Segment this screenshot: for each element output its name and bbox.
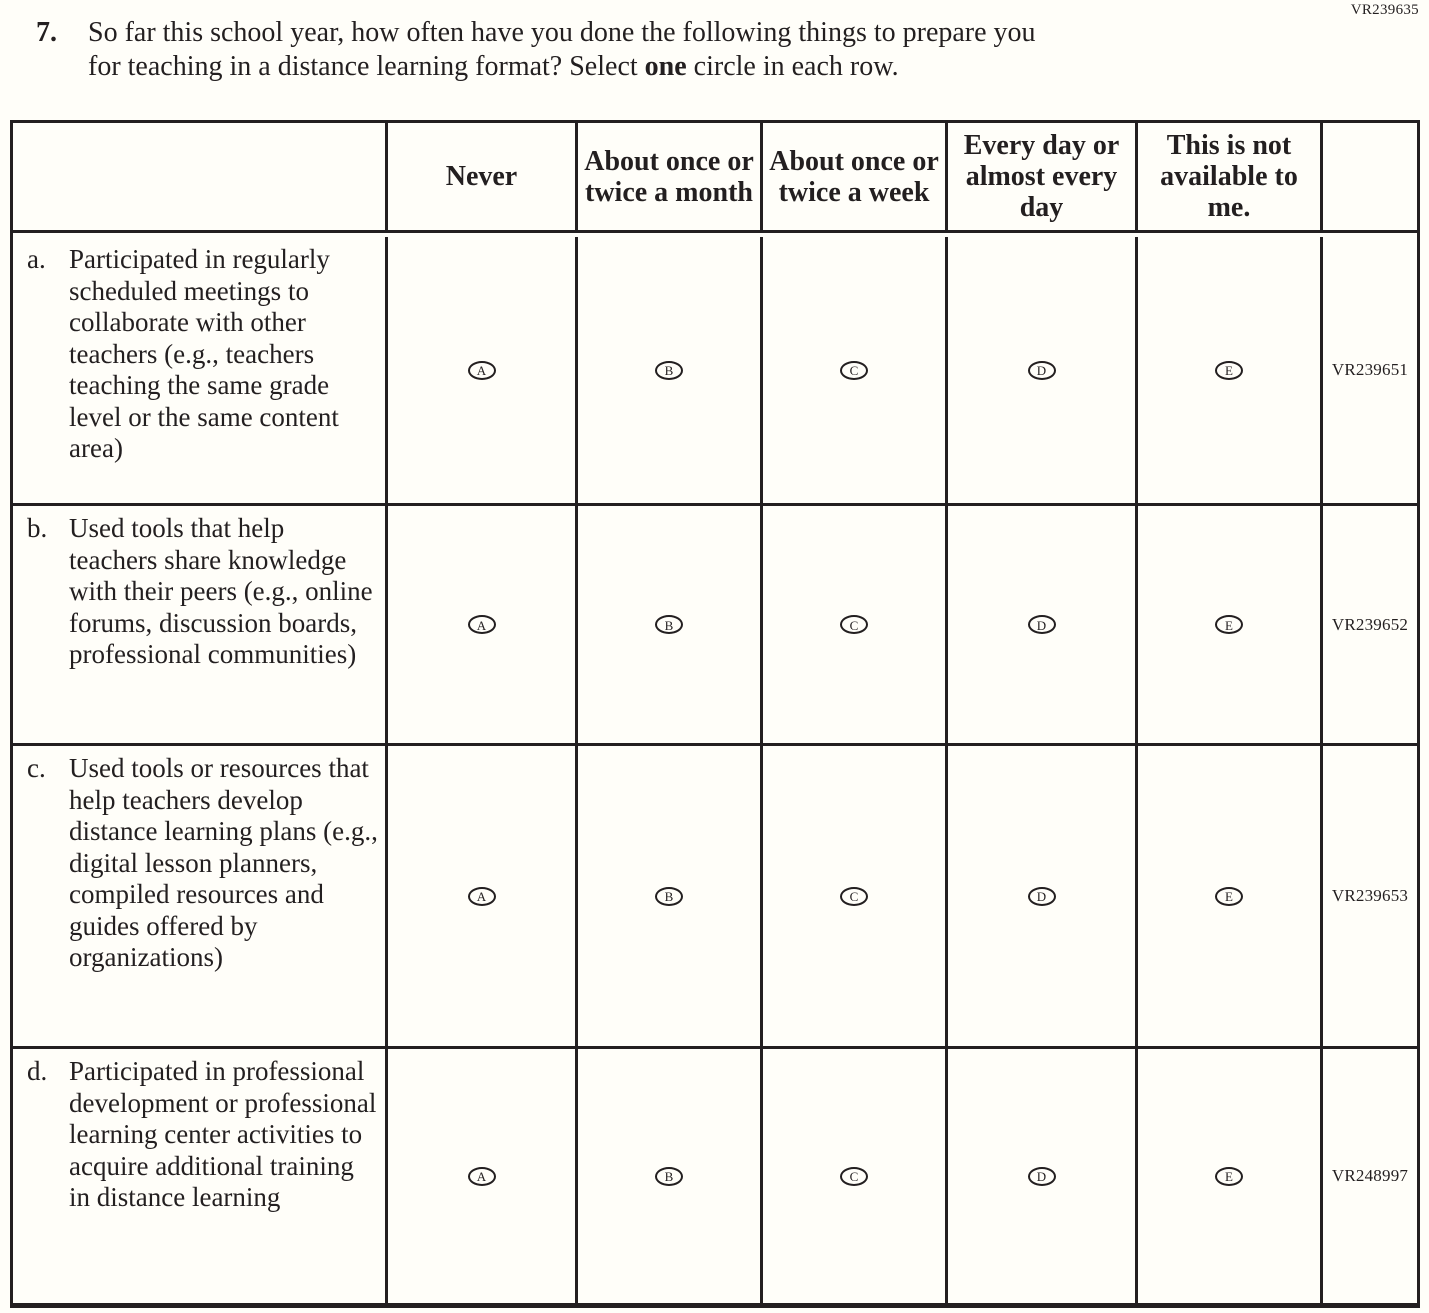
question-number: 7. [36,17,57,48]
header-cell-empty [13,123,388,230]
row-b-code: VR239652 [1331,614,1409,634]
bubble-letter: C [849,363,859,378]
table-row-a: a. Participated in regularly scheduled m… [13,237,1417,506]
bubble-letter: B [664,1169,674,1184]
bubble-b-once-twice-month[interactable]: B [655,615,683,634]
row-d-code: VR248997 [1331,1166,1409,1185]
row-a-option-not-available: E [1138,237,1323,503]
row-a-text: Participated in regularly scheduled meet… [69,244,339,463]
bubble-c-not-available[interactable]: E [1215,886,1243,906]
row-d-option-every-day: D [948,1049,1138,1303]
row-c-option-every-day: D [948,746,1138,1046]
question-block: 7. So far this school year, how often ha… [36,16,1286,84]
bubble-a-not-available[interactable]: E [1215,360,1243,380]
row-d-option-once-twice-month: B [578,1049,763,1303]
question-line2-before: for teaching in a distance learning form… [88,51,645,82]
row-b-label: b. Used tools that help teachers share k… [13,506,388,743]
response-table: Never About once or twice a month About … [10,120,1420,1308]
bubble-d-never[interactable]: A [467,1166,496,1186]
row-d-option-never: A [388,1049,578,1303]
bubble-letter: A [476,1169,487,1184]
bubble-d-every-day[interactable]: D [1027,1166,1056,1186]
row-c-option-once-twice-week: C [763,746,948,1046]
row-c-text: Used tools or resources that help teache… [69,753,378,972]
row-d-label: d. Participated in professional developm… [13,1049,388,1303]
row-b-option-every-day: D [948,506,1138,743]
row-a-code: VR239651 [1331,360,1409,379]
question-text: So far this school year, how often have … [88,16,1036,84]
row-b-option-never: A [388,506,578,743]
header-cell-every-day: Every day or almost every day [948,123,1138,230]
row-d-letter: d. [27,1056,48,1086]
row-c-letter: c. [27,753,46,783]
bubble-letter: D [1036,1169,1047,1184]
header-cell-not-available: This is not available to me. [1138,123,1323,230]
row-d-text: Participated in professional development… [69,1056,377,1212]
bubble-letter: D [1036,617,1047,633]
table-row-b: b. Used tools that help teachers share k… [13,506,1417,746]
bubble-a-once-twice-month[interactable]: B [655,360,683,380]
row-a-option-once-twice-month: B [578,237,763,503]
bubble-letter: E [1225,617,1233,633]
bubble-letter: A [476,889,487,904]
question-line1: So far this school year, how often have … [88,17,1036,48]
row-a-label: a. Participated in regularly scheduled m… [13,237,388,503]
bubble-b-never[interactable]: A [467,615,496,634]
header-cell-once-twice-month: About once or twice a month [578,123,763,230]
row-b-option-once-twice-month: B [578,506,763,743]
table-row-c: c. Used tools or resources that help tea… [13,746,1417,1049]
bubble-c-once-twice-week[interactable]: C [840,886,868,906]
bubble-letter: B [664,617,674,633]
bubble-a-once-twice-week[interactable]: C [840,360,868,380]
row-a-option-every-day: D [948,237,1138,503]
bubble-d-not-available[interactable]: E [1215,1166,1243,1186]
bubble-c-never[interactable]: A [467,886,496,906]
question-bold-word: one [644,51,687,82]
bubble-letter: D [1036,889,1047,904]
row-a-letter: a. [27,244,46,274]
row-b-text: Used tools that help teachers share know… [69,513,373,669]
bubble-d-once-twice-week[interactable]: C [840,1166,868,1186]
row-b-option-once-twice-week: C [763,506,948,743]
bubble-b-not-available[interactable]: E [1215,615,1243,634]
row-a-option-never: A [388,237,578,503]
bubble-letter: E [1225,1169,1233,1184]
row-a-option-once-twice-week: C [763,237,948,503]
table-header-row: Never About once or twice a month About … [13,123,1417,233]
row-b-letter: b. [27,513,48,543]
bubble-d-once-twice-month[interactable]: B [655,1166,683,1186]
header-cell-once-twice-week: About once or twice a week [763,123,948,230]
bubble-b-every-day[interactable]: D [1027,615,1056,634]
bubble-letter: A [476,617,487,633]
table-row-d: d. Participated in professional developm… [13,1049,1417,1303]
row-c-option-once-twice-month: B [578,746,763,1046]
bubble-c-once-twice-month[interactable]: B [655,886,683,906]
page-code: VR239635 [1350,2,1419,18]
bubble-letter: A [476,363,487,378]
bubble-a-every-day[interactable]: D [1027,360,1056,380]
row-d-option-once-twice-week: C [763,1049,948,1303]
question-line2-after: circle in each row. [686,51,899,82]
bubble-letter: C [849,1169,859,1184]
bubble-letter: E [1225,889,1233,904]
bubble-a-never[interactable]: A [467,360,496,380]
row-c-option-not-available: E [1138,746,1323,1046]
bubble-letter: C [849,617,859,633]
row-c-option-never: A [388,746,578,1046]
bubble-letter: E [1225,363,1233,378]
row-b-option-not-available: E [1138,506,1323,743]
bubble-b-once-twice-week[interactable]: C [840,615,868,634]
bubble-letter: B [664,889,674,904]
row-c-code: VR239653 [1331,886,1409,905]
row-c-label: c. Used tools or resources that help tea… [13,746,388,1046]
row-d-option-not-available: E [1138,1049,1323,1303]
bubble-c-every-day[interactable]: D [1027,886,1056,906]
bubble-letter: B [664,363,674,378]
header-cell-never: Never [388,123,578,230]
header-cell-code [1323,123,1417,230]
bubble-letter: D [1036,363,1047,378]
bubble-letter: C [849,889,859,904]
